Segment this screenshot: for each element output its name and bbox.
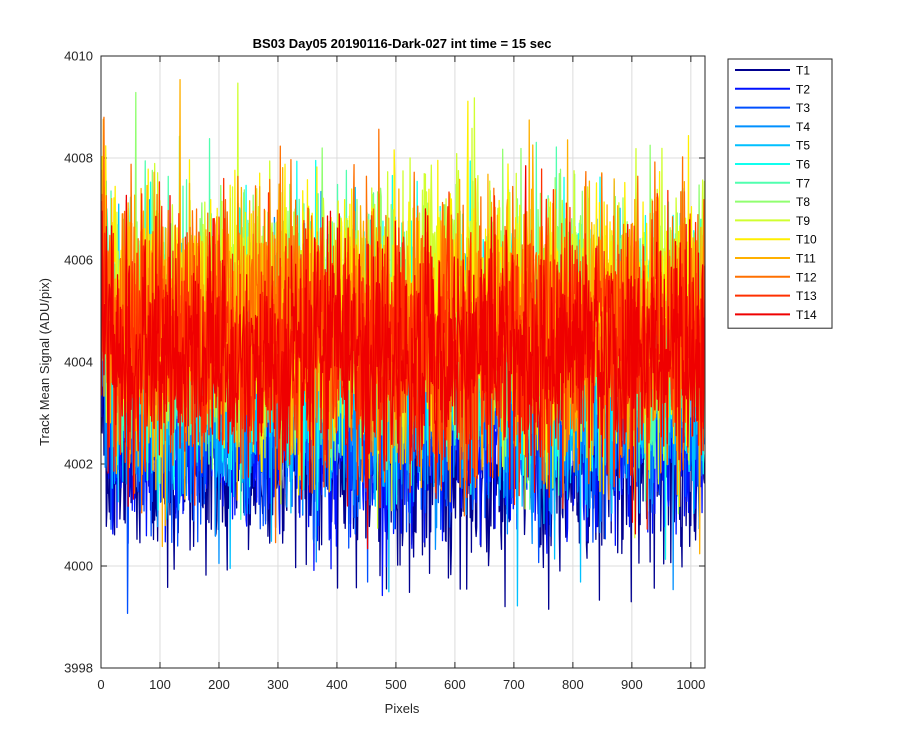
legend-label-t4: T4 bbox=[796, 120, 810, 134]
legend-label-t9: T9 bbox=[796, 214, 810, 228]
legend-label-t7: T7 bbox=[796, 176, 810, 190]
y-tick-label: 4010 bbox=[64, 49, 93, 64]
x-tick-label: 700 bbox=[503, 677, 525, 692]
x-tick-label: 600 bbox=[444, 677, 466, 692]
x-tick-label: 900 bbox=[621, 677, 643, 692]
y-tick-label: 4004 bbox=[64, 355, 93, 370]
chart-title: BS03 Day05 20190116-Dark-027 int time = … bbox=[253, 36, 552, 51]
x-tick-label: 200 bbox=[208, 677, 230, 692]
series-line-t14 bbox=[101, 165, 705, 550]
x-tick-label: 800 bbox=[562, 677, 584, 692]
x-tick-label: 0 bbox=[97, 677, 104, 692]
legend: T1 T2 T3 T4 T5 T6 T7 T8 T9 T10 T11 T12 T13 T14 bbox=[727, 58, 833, 329]
x-tick-label: 400 bbox=[326, 677, 348, 692]
x-axis-label: Pixels bbox=[385, 701, 420, 716]
legend-label-t13: T13 bbox=[796, 289, 817, 303]
y-axis-label: Track Mean Signal (ADU/pix) bbox=[37, 278, 52, 446]
legend-label-t6: T6 bbox=[796, 158, 810, 172]
legend-label-t2: T2 bbox=[796, 82, 810, 96]
legend-label-t1: T1 bbox=[796, 64, 810, 78]
x-tick-label: 300 bbox=[267, 677, 289, 692]
legend-box bbox=[727, 58, 833, 329]
legend-label-t14: T14 bbox=[796, 308, 817, 322]
y-tick-label: 4000 bbox=[64, 559, 93, 574]
legend-label-t10: T10 bbox=[796, 233, 817, 247]
legend-label-t8: T8 bbox=[796, 195, 810, 209]
x-tick-label: 500 bbox=[385, 677, 407, 692]
axes-box bbox=[100, 55, 706, 669]
legend-label-t12: T12 bbox=[796, 270, 817, 284]
plot-area: 0 100 200 300 400 500 600 700 800 900 1000 3998 4000… bbox=[64, 49, 706, 692]
x-tick-label: 100 bbox=[149, 677, 171, 692]
y-tick-label: 4006 bbox=[64, 253, 93, 268]
series-group bbox=[101, 79, 705, 614]
legend-label-t11: T11 bbox=[796, 252, 816, 266]
y-tick-label: 3998 bbox=[64, 661, 93, 676]
legend-label-t5: T5 bbox=[796, 139, 810, 153]
x-tick-label: 1000 bbox=[676, 677, 705, 692]
legend-label-t3: T3 bbox=[796, 101, 810, 115]
series-line-t13 bbox=[101, 168, 705, 530]
y-tick-label: 4008 bbox=[64, 151, 93, 166]
y-tick-label: 4002 bbox=[64, 457, 93, 472]
